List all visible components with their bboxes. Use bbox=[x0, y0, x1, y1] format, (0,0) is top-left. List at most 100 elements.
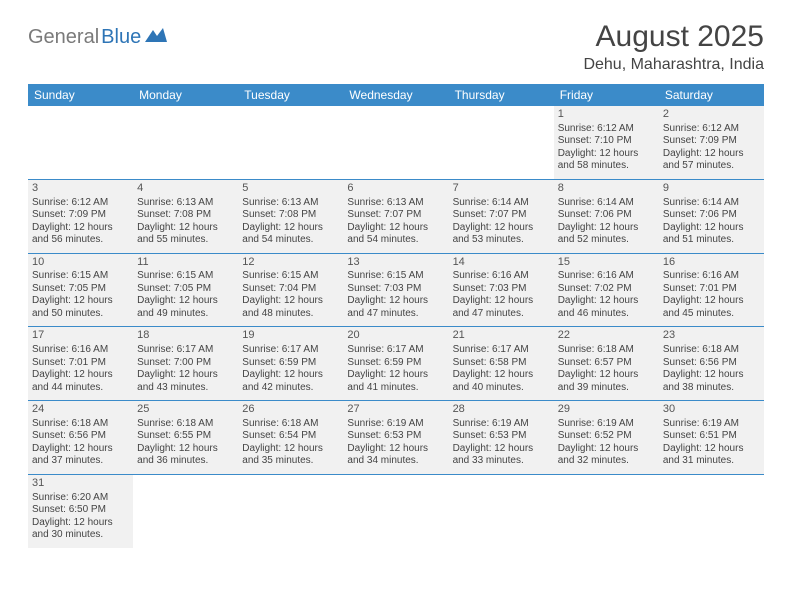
day-info-line: and 47 minutes. bbox=[347, 308, 444, 321]
calendar-cell bbox=[133, 474, 238, 547]
day-number: 27 bbox=[347, 403, 444, 417]
day-info-line: Sunrise: 6:19 AM bbox=[453, 418, 550, 431]
day-info-line: Sunrise: 6:17 AM bbox=[137, 344, 234, 357]
day-number: 28 bbox=[453, 403, 550, 417]
day-header: Sunday bbox=[28, 84, 133, 106]
day-info-line: and 51 minutes. bbox=[663, 234, 760, 247]
day-info-line: and 36 minutes. bbox=[137, 455, 234, 468]
day-info-line: and 38 minutes. bbox=[663, 382, 760, 395]
day-info-line: and 31 minutes. bbox=[663, 455, 760, 468]
month-title: August 2025 bbox=[583, 20, 764, 54]
calendar-cell: 8Sunrise: 6:14 AMSunset: 7:06 PMDaylight… bbox=[554, 179, 659, 253]
day-number: 8 bbox=[558, 182, 655, 196]
calendar-cell: 17Sunrise: 6:16 AMSunset: 7:01 PMDayligh… bbox=[28, 327, 133, 401]
calendar-cell: 25Sunrise: 6:18 AMSunset: 6:55 PMDayligh… bbox=[133, 401, 238, 475]
day-info-line: Sunset: 7:06 PM bbox=[663, 209, 760, 222]
day-info-line: Sunset: 6:56 PM bbox=[663, 357, 760, 370]
calendar-cell: 23Sunrise: 6:18 AMSunset: 6:56 PMDayligh… bbox=[659, 327, 764, 401]
day-info-line: Sunrise: 6:14 AM bbox=[558, 197, 655, 210]
day-info-line: and 48 minutes. bbox=[242, 308, 339, 321]
day-header: Saturday bbox=[659, 84, 764, 106]
day-info-line: Sunrise: 6:15 AM bbox=[347, 270, 444, 283]
calendar-cell: 12Sunrise: 6:15 AMSunset: 7:04 PMDayligh… bbox=[238, 253, 343, 327]
calendar-cell: 1Sunrise: 6:12 AMSunset: 7:10 PMDaylight… bbox=[554, 106, 659, 179]
day-header: Tuesday bbox=[238, 84, 343, 106]
day-info-line: Sunrise: 6:19 AM bbox=[558, 418, 655, 431]
calendar-cell bbox=[449, 106, 554, 179]
day-info-line: Daylight: 12 hours bbox=[32, 222, 129, 235]
day-number: 2 bbox=[663, 108, 760, 122]
day-info-line: Sunrise: 6:12 AM bbox=[663, 123, 760, 136]
calendar-cell: 6Sunrise: 6:13 AMSunset: 7:07 PMDaylight… bbox=[343, 179, 448, 253]
calendar-cell bbox=[343, 106, 448, 179]
day-info-line: Daylight: 12 hours bbox=[663, 295, 760, 308]
calendar-cell bbox=[28, 106, 133, 179]
day-info-line: Sunset: 6:51 PM bbox=[663, 430, 760, 443]
day-info-line: Sunrise: 6:15 AM bbox=[32, 270, 129, 283]
day-info-line: and 46 minutes. bbox=[558, 308, 655, 321]
day-number: 6 bbox=[347, 182, 444, 196]
day-info-line: Daylight: 12 hours bbox=[242, 443, 339, 456]
day-info-line: Daylight: 12 hours bbox=[32, 517, 129, 530]
day-info-line: and 32 minutes. bbox=[558, 455, 655, 468]
calendar-cell: 30Sunrise: 6:19 AMSunset: 6:51 PMDayligh… bbox=[659, 401, 764, 475]
day-info-line: Sunset: 6:59 PM bbox=[242, 357, 339, 370]
day-number: 21 bbox=[453, 329, 550, 343]
calendar-cell: 13Sunrise: 6:15 AMSunset: 7:03 PMDayligh… bbox=[343, 253, 448, 327]
day-info-line: Daylight: 12 hours bbox=[242, 369, 339, 382]
day-info-line: Sunrise: 6:15 AM bbox=[137, 270, 234, 283]
day-header: Monday bbox=[133, 84, 238, 106]
day-info-line: Sunset: 7:06 PM bbox=[558, 209, 655, 222]
day-info-line: Sunrise: 6:19 AM bbox=[663, 418, 760, 431]
day-info-line: Sunrise: 6:16 AM bbox=[663, 270, 760, 283]
logo-text-gray: General bbox=[28, 26, 99, 49]
calendar-cell: 4Sunrise: 6:13 AMSunset: 7:08 PMDaylight… bbox=[133, 179, 238, 253]
day-info-line: Sunrise: 6:14 AM bbox=[663, 197, 760, 210]
day-info-line: Sunrise: 6:14 AM bbox=[453, 197, 550, 210]
day-info-line: Sunset: 6:52 PM bbox=[558, 430, 655, 443]
day-info-line: Sunrise: 6:17 AM bbox=[347, 344, 444, 357]
calendar-cell bbox=[659, 474, 764, 547]
calendar-cell: 3Sunrise: 6:12 AMSunset: 7:09 PMDaylight… bbox=[28, 179, 133, 253]
day-info-line: and 47 minutes. bbox=[453, 308, 550, 321]
day-info-line: Sunset: 7:01 PM bbox=[663, 283, 760, 296]
day-number: 25 bbox=[137, 403, 234, 417]
day-info-line: Sunset: 7:03 PM bbox=[453, 283, 550, 296]
calendar-cell bbox=[238, 106, 343, 179]
day-info-line: Sunrise: 6:18 AM bbox=[242, 418, 339, 431]
day-number: 31 bbox=[32, 477, 129, 491]
day-number: 12 bbox=[242, 256, 339, 270]
calendar-cell: 21Sunrise: 6:17 AMSunset: 6:58 PMDayligh… bbox=[449, 327, 554, 401]
calendar-cell: 15Sunrise: 6:16 AMSunset: 7:02 PMDayligh… bbox=[554, 253, 659, 327]
day-number: 1 bbox=[558, 108, 655, 122]
day-number: 18 bbox=[137, 329, 234, 343]
day-number: 29 bbox=[558, 403, 655, 417]
day-info-line: Daylight: 12 hours bbox=[453, 222, 550, 235]
day-info-line: Daylight: 12 hours bbox=[242, 295, 339, 308]
day-info-line: and 53 minutes. bbox=[453, 234, 550, 247]
day-header: Wednesday bbox=[343, 84, 448, 106]
day-info-line: and 58 minutes. bbox=[558, 160, 655, 173]
day-info-line: Daylight: 12 hours bbox=[558, 369, 655, 382]
calendar-cell: 11Sunrise: 6:15 AMSunset: 7:05 PMDayligh… bbox=[133, 253, 238, 327]
day-info-line: Sunset: 6:58 PM bbox=[453, 357, 550, 370]
day-info-line: and 45 minutes. bbox=[663, 308, 760, 321]
calendar-cell bbox=[133, 106, 238, 179]
day-info-line: Daylight: 12 hours bbox=[32, 295, 129, 308]
day-info-line: and 42 minutes. bbox=[242, 382, 339, 395]
day-number: 4 bbox=[137, 182, 234, 196]
calendar-cell bbox=[449, 474, 554, 547]
day-info-line: Sunset: 7:04 PM bbox=[242, 283, 339, 296]
day-info-line: Sunset: 7:02 PM bbox=[558, 283, 655, 296]
calendar-cell: 26Sunrise: 6:18 AMSunset: 6:54 PMDayligh… bbox=[238, 401, 343, 475]
day-info-line: Daylight: 12 hours bbox=[347, 222, 444, 235]
day-number: 24 bbox=[32, 403, 129, 417]
calendar-cell: 19Sunrise: 6:17 AMSunset: 6:59 PMDayligh… bbox=[238, 327, 343, 401]
calendar-cell: 24Sunrise: 6:18 AMSunset: 6:56 PMDayligh… bbox=[28, 401, 133, 475]
day-info-line: and 40 minutes. bbox=[453, 382, 550, 395]
day-number: 7 bbox=[453, 182, 550, 196]
day-info-line: Sunset: 7:00 PM bbox=[137, 357, 234, 370]
day-info-line: Sunset: 7:05 PM bbox=[32, 283, 129, 296]
day-info-line: Sunrise: 6:19 AM bbox=[347, 418, 444, 431]
day-info-line: and 30 minutes. bbox=[32, 529, 129, 542]
